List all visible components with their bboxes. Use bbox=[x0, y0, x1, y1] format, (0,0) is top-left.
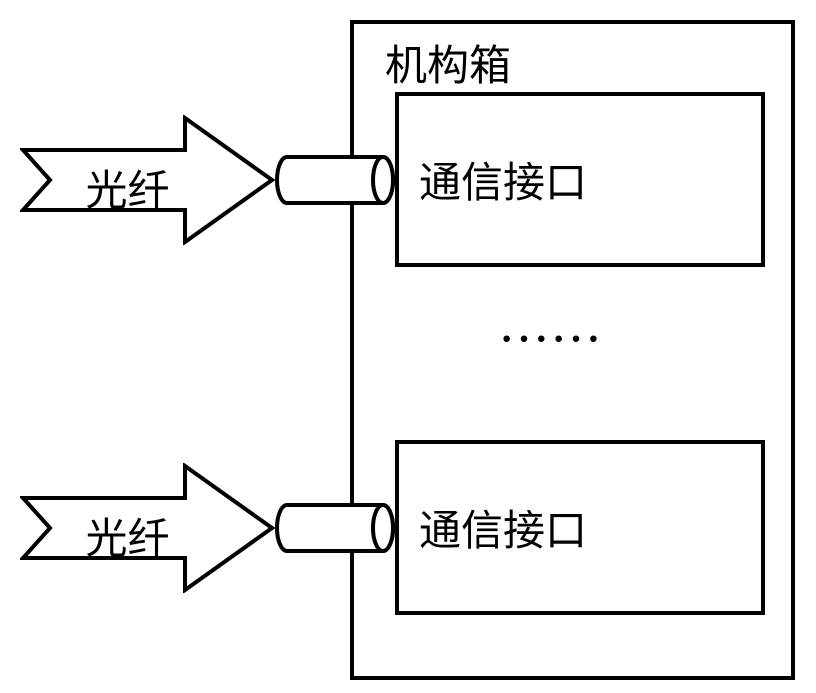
cylinder-icon bbox=[275, 503, 395, 553]
inner-box-label: 通信接口 bbox=[419, 497, 587, 558]
inner-box-bottom: 通信接口 bbox=[395, 440, 765, 615]
fiber-arrow-label: 光纤 bbox=[0, 505, 255, 566]
fiber-arrow-label: 光纤 bbox=[0, 157, 255, 218]
ellipsis-dots: ······ bbox=[500, 315, 604, 362]
fiber-connector-bottom bbox=[275, 503, 395, 553]
fiber-arrow-bottom: 光纤 bbox=[20, 463, 275, 593]
inner-box-top: 通信接口 bbox=[395, 92, 765, 267]
cylinder-icon bbox=[275, 155, 395, 205]
diagram-canvas: 机构箱 通信接口 通信接口 ······ 光纤 光纤 bbox=[0, 0, 816, 693]
fiber-arrow-top: 光纤 bbox=[20, 115, 275, 245]
fiber-connector-top bbox=[275, 155, 395, 205]
inner-box-label: 通信接口 bbox=[419, 149, 587, 210]
outer-box-label: 机构箱 bbox=[385, 32, 511, 93]
